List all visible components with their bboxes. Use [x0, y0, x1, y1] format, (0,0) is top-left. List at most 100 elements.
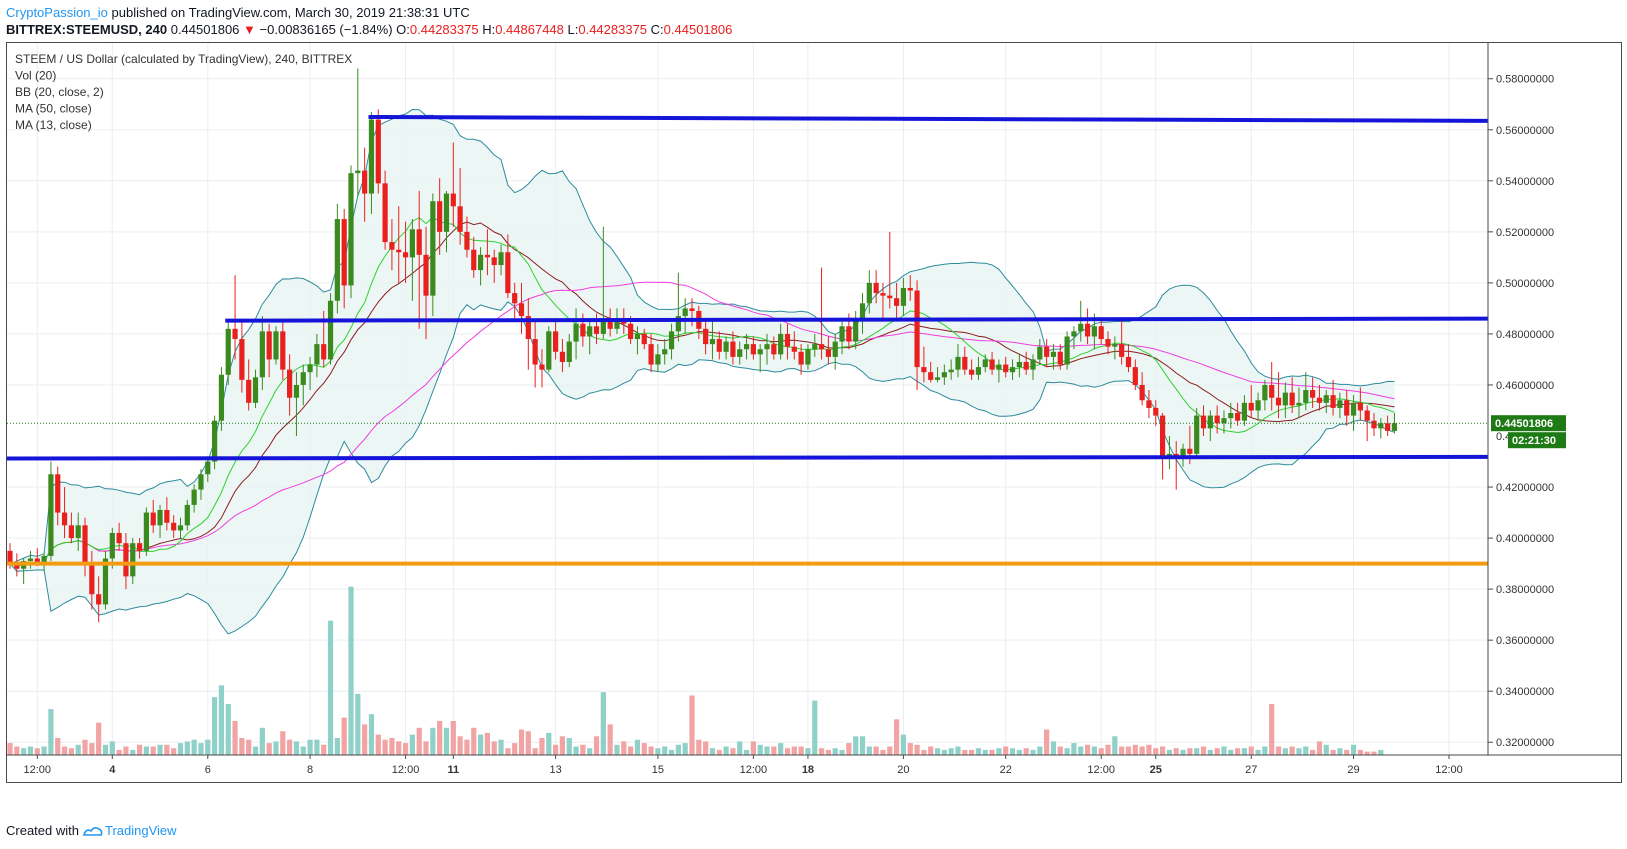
price-tick-label: 0.40000000 [1496, 533, 1554, 545]
candle-body [130, 543, 136, 577]
legend-indicator[interactable]: BB (20, close, 2) [15, 85, 104, 99]
candle-body [41, 555, 47, 564]
price-tag-label: 0.44501806 [1495, 418, 1553, 430]
candle-body [1071, 331, 1077, 337]
volume-bar [1125, 746, 1132, 755]
candle-body [505, 252, 511, 294]
time-tick-label: 11 [447, 764, 459, 776]
legend-indicator[interactable]: Vol (20) [15, 69, 56, 83]
candle-body [723, 341, 729, 352]
volume-bar [96, 722, 102, 755]
volume-bar [41, 746, 47, 755]
candle-body [246, 379, 252, 403]
price-tick-label: 0.38000000 [1496, 584, 1554, 596]
candle-body [409, 229, 415, 258]
volume-bar [198, 743, 204, 755]
volume-bar [287, 739, 293, 755]
candle-body [402, 252, 409, 258]
volume-bar [982, 749, 988, 755]
volume-bar [900, 734, 907, 755]
price-tick-label: 0.50000000 [1496, 278, 1554, 290]
volume-bar [662, 746, 668, 755]
price-tick-label: 0.34000000 [1496, 686, 1554, 698]
volume-bar [668, 749, 675, 755]
volume-bar [1337, 748, 1343, 755]
time-tick-label: 8 [307, 764, 313, 776]
volume-bar [675, 744, 681, 755]
author-link[interactable]: CryptoPassion_io [6, 5, 108, 20]
volume-bar [853, 736, 859, 755]
volume-bar [307, 739, 313, 755]
candle-body [136, 543, 143, 551]
candle-body [1003, 364, 1009, 373]
volume-bar [21, 748, 27, 755]
open-value: 0.44283375 [409, 22, 479, 37]
footer-created-text: Created with [6, 823, 79, 838]
volume-bar [805, 748, 811, 755]
close-value: 0.44501806 [663, 22, 733, 37]
candle-body [382, 183, 388, 243]
volume-bar [587, 748, 593, 755]
candle-body [580, 323, 586, 337]
volume-bar [703, 741, 709, 755]
volume-bar [266, 743, 272, 755]
level-line-resistance-high[interactable] [368, 115, 1489, 123]
time-tick-label: 15 [652, 764, 664, 776]
volume-bar [955, 746, 961, 755]
legend-indicator[interactable]: MA (50, close) [15, 102, 92, 116]
volume-bar [1228, 749, 1234, 755]
candle-body [832, 341, 838, 357]
candle-body [1255, 400, 1261, 411]
level-line-support[interactable] [7, 454, 1489, 461]
volume-bar [1003, 746, 1009, 755]
candle-body [396, 249, 402, 253]
candle-body [1009, 367, 1016, 373]
volume-bar [102, 744, 109, 755]
candle-body [1153, 407, 1159, 416]
volume-bar [1016, 749, 1022, 755]
price-chart[interactable]: 0.58000000 0.56000000 0.54000000 0.52000000… [7, 43, 1621, 782]
candle-body [14, 563, 20, 569]
volume-bar [593, 736, 600, 755]
price-tag [1491, 415, 1566, 432]
volume-bar [1241, 748, 1248, 755]
candle-body [327, 300, 334, 360]
candle-body [34, 558, 40, 564]
time-tick-label: 18 [802, 764, 814, 776]
candle-body [1064, 336, 1070, 365]
price-tick-label-partial: 0.4 [1496, 431, 1511, 443]
candle-body [662, 349, 668, 355]
volume-bar [280, 731, 286, 755]
candle-body [1194, 415, 1200, 454]
candle-body [1050, 351, 1057, 357]
candle-body [471, 249, 477, 271]
candle-body [375, 119, 381, 184]
candle-body [737, 349, 743, 357]
candle-body [450, 193, 456, 207]
candle-body [1125, 356, 1132, 368]
candle-body [880, 293, 886, 296]
volume-bar [546, 732, 552, 755]
volume-bar [164, 744, 170, 755]
candle-body [689, 308, 695, 311]
footer-brand-link[interactable]: TradingView [104, 823, 177, 838]
candle-body [546, 331, 552, 370]
volume-bar [450, 721, 456, 755]
candle-body [600, 318, 606, 334]
volume-bar [389, 738, 395, 755]
symbol-line: BITTREX:STEEMUSD, 240 0.44501806 ▼ −0.00… [6, 22, 732, 37]
candle-body [266, 331, 272, 360]
price-tick-label: 0.46000000 [1496, 380, 1554, 392]
volume-bar [1221, 746, 1227, 755]
level-line-resistance-mid[interactable] [225, 316, 1489, 323]
volume-bar [1050, 741, 1057, 755]
candle-body [614, 318, 620, 329]
candle-body [846, 326, 852, 342]
legend-indicator[interactable]: MA (13, close) [15, 118, 92, 132]
volume-bar [682, 743, 688, 755]
down-arrow-icon: ▼ [243, 22, 256, 37]
candle-body [648, 344, 654, 365]
volume-bar [716, 749, 722, 755]
volume-bar [839, 749, 845, 755]
candle-body [928, 372, 934, 380]
